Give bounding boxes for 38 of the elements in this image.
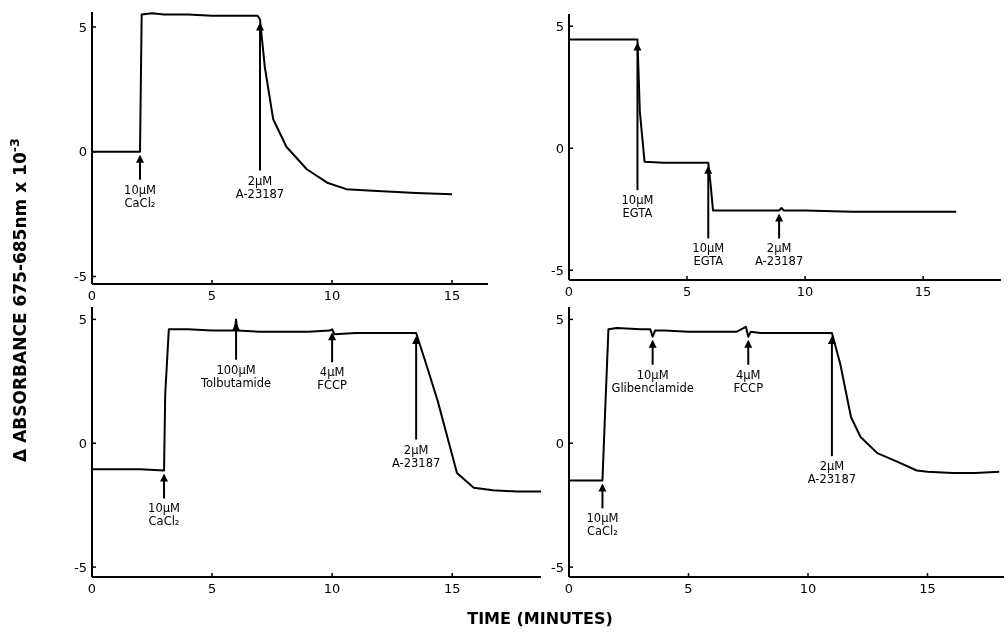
annotation: 2μM A-23187: [754, 241, 804, 269]
annotation: 10μM EGTA: [692, 241, 725, 269]
x-tick-label: 5: [682, 284, 692, 299]
x-axis-title: TIME (MINUTES): [467, 609, 613, 628]
annotation: 4μM FCCP: [317, 365, 347, 393]
annotation: 2μM A-23187: [391, 442, 441, 470]
x-tick-label: 10: [323, 288, 341, 303]
annotation: 10μM CaCl₂: [124, 182, 156, 210]
y-tick-label: -5: [74, 559, 87, 575]
annotation: 2μM A-23187: [807, 459, 857, 487]
x-tick-label: 10: [323, 581, 341, 596]
x-tick-label: 15: [443, 581, 461, 596]
x-tick-label: 10: [799, 581, 817, 596]
annotation: 10μM CaCl₂: [586, 511, 619, 539]
y-tick-label: 5: [555, 311, 564, 327]
y-tick-label: 5: [78, 19, 87, 35]
annotation: 10μM Glibenclamide: [611, 367, 694, 395]
y-tick-label: 5: [78, 311, 87, 327]
y-tick-label: 0: [555, 435, 564, 451]
y-tick-label: 5: [555, 18, 564, 34]
annotation: 100μM Tolbutamide: [199, 362, 272, 390]
x-tick-label: 5: [207, 581, 217, 596]
x-tick-label: 5: [684, 581, 693, 596]
x-tick-label: 5: [207, 288, 217, 303]
y-tick-label: 0: [78, 144, 87, 160]
x-tick-label: 15: [919, 581, 936, 596]
x-tick-label: 15: [443, 288, 461, 303]
annotation: 2μM A-23187: [235, 173, 285, 201]
annotation: 10μM EGTA: [621, 193, 654, 221]
annotation: 10μM CaCl₂: [148, 501, 180, 529]
y-tick-label: 0: [555, 140, 564, 156]
annotation: 4μM FCCP: [733, 367, 764, 395]
y-tick-label: -5: [551, 559, 564, 575]
y-tick-label: 0: [78, 435, 87, 451]
y-tick-label: -5: [74, 269, 87, 285]
x-tick-label: 10: [796, 284, 814, 299]
x-tick-label: 15: [914, 284, 932, 299]
y-tick-label: -5: [551, 262, 564, 278]
